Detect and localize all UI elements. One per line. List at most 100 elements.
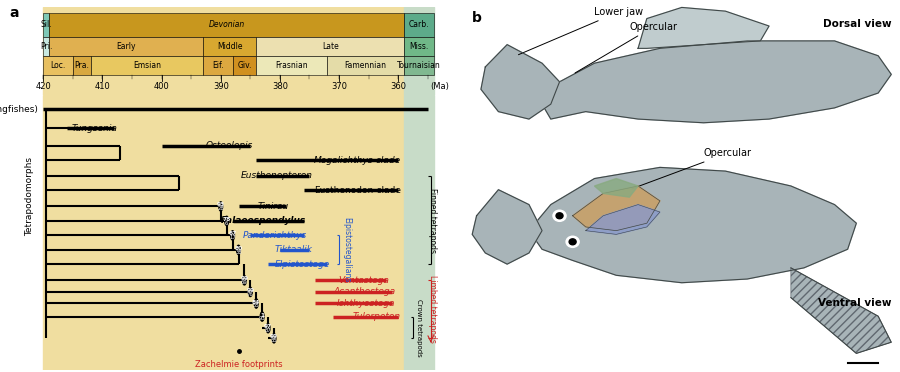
Text: 76: 76	[247, 292, 254, 296]
Text: Eusthenodon-clade: Eusthenodon-clade	[314, 186, 401, 195]
Bar	[203, 56, 232, 76]
Bar	[43, 7, 404, 95]
Text: Eusthenopteron: Eusthenopteron	[240, 171, 312, 180]
Text: Ichthyostega: Ichthyostega	[337, 299, 395, 308]
Circle shape	[255, 299, 258, 308]
Text: Sil.: Sil.	[40, 20, 52, 29]
Text: Eif.: Eif.	[212, 61, 223, 70]
Text: a: a	[9, 6, 19, 20]
Text: 80: 80	[234, 246, 243, 251]
Text: Carb.: Carb.	[409, 20, 429, 29]
Text: 370: 370	[331, 82, 347, 91]
Text: Tungsenia: Tungsenia	[71, 124, 117, 133]
Text: 87: 87	[265, 328, 272, 333]
Text: 410: 410	[94, 82, 111, 91]
Circle shape	[553, 210, 566, 221]
Text: Loc.: Loc.	[50, 61, 66, 70]
Bar	[404, 56, 434, 76]
Text: Middle: Middle	[217, 42, 242, 51]
Text: 1: 1	[260, 312, 265, 318]
Text: 400: 400	[154, 82, 169, 91]
Circle shape	[272, 334, 276, 343]
Text: Megalichthys-clade: Megalichthys-clade	[314, 155, 401, 164]
Bar	[50, 13, 404, 36]
Text: Late: Late	[322, 42, 338, 51]
Bar	[404, 7, 434, 95]
Circle shape	[566, 236, 580, 247]
Polygon shape	[638, 7, 769, 48]
Text: Emsian: Emsian	[133, 61, 161, 70]
Polygon shape	[542, 41, 891, 123]
Text: Tiktaalik: Tiktaalik	[274, 246, 312, 254]
Text: 6: 6	[225, 221, 229, 225]
Text: Lower jaw: Lower jaw	[518, 7, 644, 55]
Bar	[404, 36, 434, 56]
Text: Devonian: Devonian	[209, 20, 245, 29]
Circle shape	[556, 213, 563, 219]
Circle shape	[266, 324, 270, 333]
Text: 55: 55	[253, 303, 259, 308]
Polygon shape	[595, 179, 638, 197]
Polygon shape	[472, 190, 542, 264]
Text: Tournaisian: Tournaisian	[397, 61, 441, 70]
Text: 17: 17	[230, 235, 236, 240]
Text: 360: 360	[391, 82, 406, 91]
Bar	[404, 13, 434, 36]
Text: Early: Early	[116, 42, 136, 51]
Text: 28: 28	[218, 206, 224, 211]
Text: Ventastega: Ventastega	[338, 276, 390, 285]
Text: Elpistostege: Elpistostege	[274, 260, 330, 269]
Text: 69: 69	[241, 280, 248, 285]
Text: 99: 99	[270, 334, 278, 339]
Circle shape	[569, 239, 576, 245]
Text: 420: 420	[35, 82, 51, 91]
Text: Finned tetrapods: Finned tetrapods	[428, 188, 437, 253]
Bar	[232, 56, 256, 76]
Bar	[43, 56, 73, 76]
Text: Palaeospondylus: Palaeospondylus	[221, 217, 307, 225]
Text: 99: 99	[247, 288, 255, 293]
Bar	[203, 36, 256, 56]
Text: Tinirau: Tinirau	[257, 202, 289, 211]
Bar	[43, 13, 50, 36]
Text: 93: 93	[217, 202, 225, 208]
Text: Pri.: Pri.	[40, 42, 52, 51]
Polygon shape	[481, 45, 560, 119]
Text: 97: 97	[264, 324, 272, 329]
Text: b: b	[472, 11, 482, 25]
Bar	[43, 95, 404, 370]
Bar	[256, 56, 328, 76]
Text: Dorsal view: Dorsal view	[823, 19, 891, 29]
Bar	[73, 56, 91, 76]
Circle shape	[230, 231, 235, 240]
Polygon shape	[791, 268, 891, 353]
Text: 390: 390	[212, 82, 229, 91]
Text: Tulerpeton: Tulerpeton	[353, 312, 401, 321]
Text: Opercular: Opercular	[575, 22, 678, 73]
Text: Pra.: Pra.	[75, 61, 89, 70]
Text: 99: 99	[240, 276, 248, 281]
Text: Famennian: Famennian	[345, 61, 387, 70]
Text: 85: 85	[271, 338, 277, 343]
Text: 93: 93	[259, 316, 266, 321]
Text: Limbed tetrapods: Limbed tetrapods	[428, 275, 437, 343]
Bar	[50, 36, 203, 56]
Text: Opercular: Opercular	[632, 148, 752, 189]
Text: 38: 38	[235, 250, 242, 254]
Text: Crown tetrapods: Crown tetrapods	[416, 298, 422, 356]
Circle shape	[260, 312, 264, 321]
Text: Miss.: Miss.	[410, 42, 428, 51]
Circle shape	[248, 287, 252, 296]
Circle shape	[242, 276, 247, 285]
Text: Tetrapodomorphs: Tetrapodomorphs	[25, 157, 34, 236]
Text: Frasnian: Frasnian	[275, 61, 308, 70]
Text: 78: 78	[222, 217, 230, 222]
Bar	[404, 95, 434, 370]
Text: Ventral view: Ventral view	[818, 298, 891, 308]
Circle shape	[219, 202, 222, 211]
Text: Elpistostegalians: Elpistostegalians	[342, 217, 351, 283]
Text: Dipnomorphs (lungfishes): Dipnomorphs (lungfishes)	[0, 105, 38, 114]
Polygon shape	[586, 205, 660, 234]
Text: Acanthostega: Acanthostega	[333, 288, 395, 296]
Text: 67: 67	[229, 231, 237, 237]
